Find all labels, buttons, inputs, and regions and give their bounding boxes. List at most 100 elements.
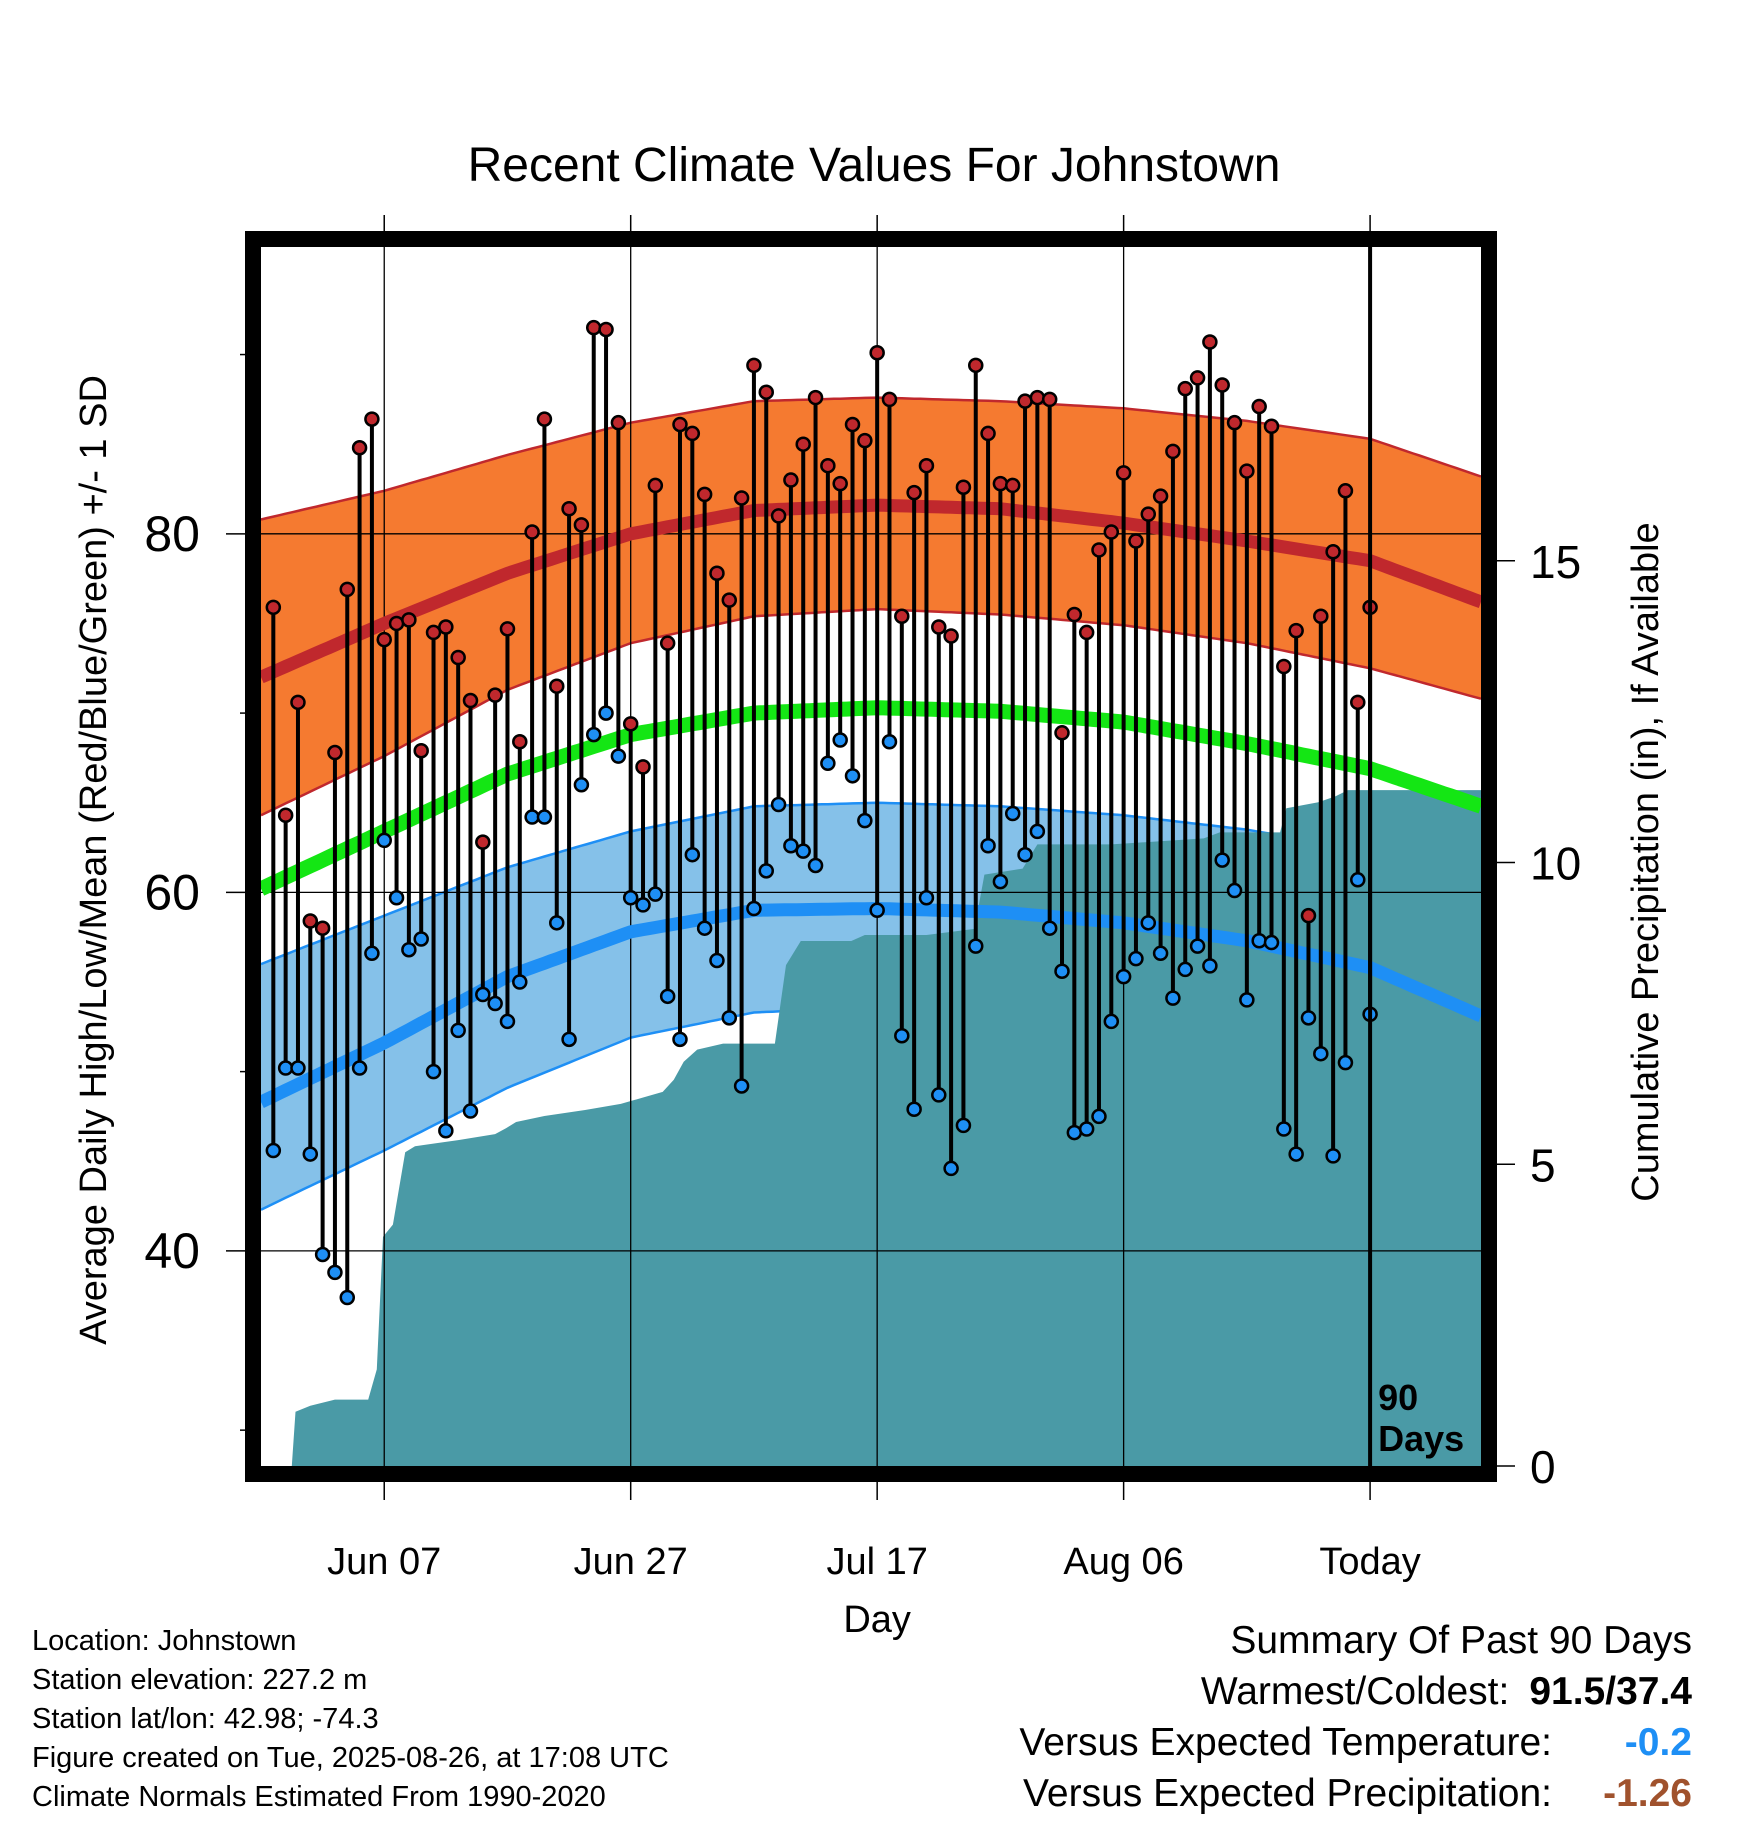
low-temp-point (1337, 1054, 1354, 1071)
high-temp-point (696, 486, 713, 503)
high-temp-point (943, 628, 959, 644)
high-temp-point (413, 742, 429, 759)
high-temp-point (783, 472, 799, 488)
high-temp-point (980, 425, 996, 442)
summary-panel: Summary Of Past 90 Days Warmest/Coldest:… (1019, 1615, 1692, 1819)
high-temp-point (1054, 725, 1070, 741)
vs-temp-row: Versus Expected Temperature: -0.2 (1019, 1717, 1692, 1768)
vs-temp-value: -0.2 (1624, 1721, 1692, 1764)
high-temp-point (894, 608, 910, 625)
station-info: Location: Johnstown Station elevation: 2… (32, 1622, 669, 1817)
high-temp-point (512, 734, 528, 750)
low-temp-point (721, 1010, 738, 1026)
low-temp-point (339, 1289, 356, 1306)
high-temp-point (684, 425, 701, 442)
low-temp-point (1165, 990, 1181, 1006)
warm-cold-label: Warmest/Coldest: (1200, 1670, 1510, 1713)
y-tick-label-right: 10 (1530, 838, 1581, 890)
low-temp-point (1226, 882, 1243, 899)
low-temp-point (1066, 1124, 1083, 1141)
high-temp-point (598, 321, 614, 338)
low-temp-point (475, 986, 491, 1003)
high-temp-point (561, 500, 577, 517)
high-temp-point (709, 565, 725, 582)
low-temp-point (351, 1060, 368, 1076)
vs-precip-label: Versus Expected Precipitation: (1023, 1772, 1552, 1815)
low-temp-point (1214, 852, 1230, 868)
y-tick-label-left: 80 (144, 506, 200, 562)
high-temp-point (1041, 391, 1058, 408)
high-temp-point (807, 389, 824, 406)
elevation-text: Station elevation: 227.2 m (32, 1664, 368, 1696)
low-temp-point (1239, 992, 1255, 1008)
high-lower-edge (260, 607, 1482, 817)
high-temp-point (1165, 443, 1181, 460)
low-temp-point (1202, 958, 1218, 974)
latlon-text: Station lat/lon: 42.98; -74.3 (32, 1703, 379, 1735)
low-temp-point (869, 902, 885, 919)
high-temp-point (1189, 370, 1206, 386)
low-temp-point (1288, 1146, 1304, 1162)
high-temp-point (290, 694, 306, 711)
low-temp-point (746, 900, 762, 917)
high-temp-point (1276, 658, 1292, 675)
high-temp-point (659, 635, 676, 651)
high-temp-point (1177, 380, 1193, 397)
low-temp-point (980, 837, 996, 854)
axis-labels: Jun 07 Jun 27 Jul 17 Aug 06 Today Day 40 60 80 0 5… (73, 215, 1667, 1641)
high-temp-point (1140, 506, 1157, 522)
low-temp-point (967, 938, 984, 954)
high-temp-point (1078, 624, 1095, 641)
high-temp-point (906, 484, 922, 501)
vs-precip-value: -1.26 (1603, 1772, 1692, 1815)
high-temp-point (1152, 488, 1169, 504)
precip-area (261, 790, 1481, 1466)
high-temp-point (869, 345, 885, 361)
low-temp-point (302, 1146, 319, 1162)
low-temp-point (1091, 1108, 1107, 1125)
high-temp-point (955, 479, 972, 495)
x-tick-label: Jun 27 (574, 1541, 688, 1583)
y-tick-label-left: 40 (144, 1223, 200, 1279)
high-temp-point (1091, 542, 1107, 558)
high-temp-point (573, 517, 590, 533)
high-temp-point (1202, 334, 1218, 350)
high-temp-point (549, 678, 565, 694)
high-temp-point (733, 490, 750, 506)
high-temp-point (672, 416, 688, 433)
high-temp-point (967, 357, 984, 374)
low-temp-point (881, 734, 898, 750)
high-temp-point (1004, 477, 1021, 494)
low-temp-point (499, 1013, 516, 1030)
low-temp-point (1300, 1010, 1317, 1026)
low-temp-point (1103, 1013, 1120, 1030)
low-temp-point (635, 897, 651, 913)
low-temp-point (1152, 945, 1169, 962)
high-temp-point (327, 744, 343, 761)
low-temp-point (770, 796, 787, 813)
low-temp-point (857, 812, 873, 829)
low-temp-point (918, 889, 935, 906)
high-temp-point (1226, 414, 1243, 431)
created-text: Figure created on Tue, 2025-08-26, at 17… (32, 1742, 669, 1774)
low-temp-point (401, 941, 417, 958)
low-temp-point (844, 768, 861, 784)
low-temp-point (512, 974, 528, 990)
high-temp-point (721, 592, 738, 608)
normal-mean-line (257, 700, 1484, 896)
high-temp-point (1337, 483, 1354, 499)
low-temp-point (795, 843, 811, 859)
low-temp-point (1115, 968, 1132, 985)
high-temp-point (832, 475, 848, 492)
high-temp-point (992, 475, 1009, 492)
high-temp-point (844, 416, 861, 433)
y-tick-label-right: 5 (1530, 1139, 1556, 1191)
x-tick-label: Jun 07 (327, 1541, 441, 1583)
low-temp-point (1263, 934, 1280, 951)
low-temp-point (314, 1246, 331, 1263)
high-temp-point (351, 440, 368, 456)
low-temp-point (598, 705, 614, 721)
high-temp-point (931, 619, 947, 635)
